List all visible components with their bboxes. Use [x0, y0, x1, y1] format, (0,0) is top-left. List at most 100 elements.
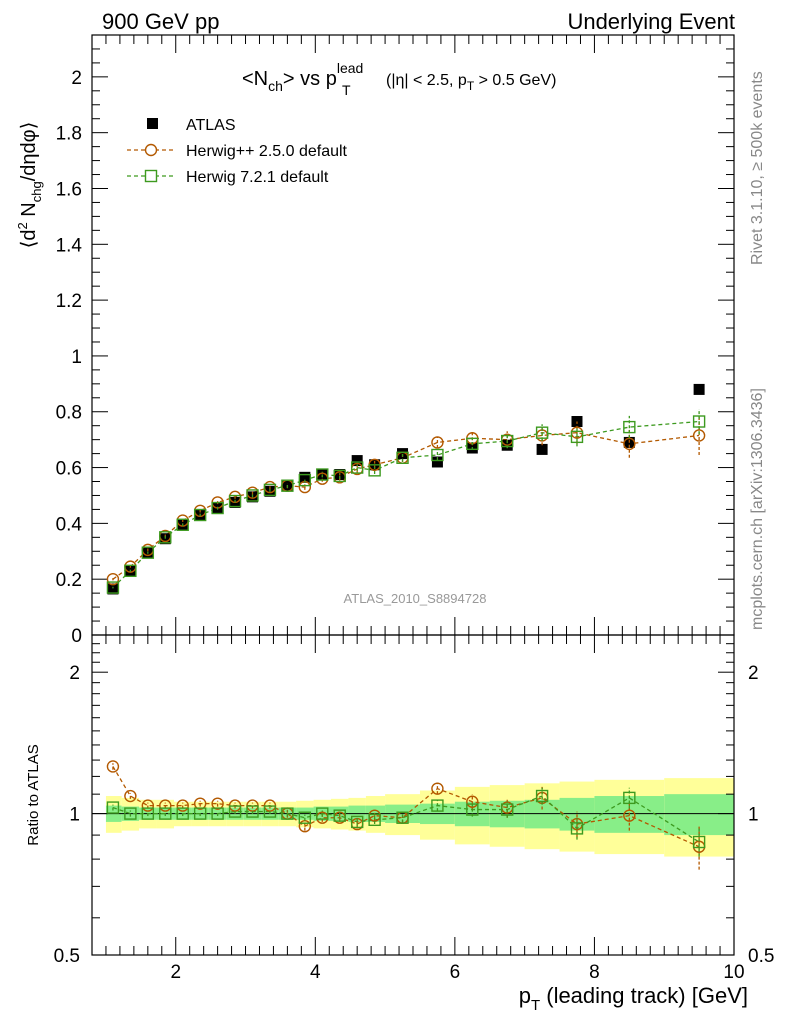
ratio-herwig7-point — [316, 807, 329, 820]
main-series-lines — [112, 420, 700, 589]
herwig7-point — [692, 415, 706, 428]
herwig7-point — [501, 434, 514, 448]
y-tick-label: 1.8 — [56, 124, 82, 145]
herwig7-point — [333, 469, 346, 483]
ratio-uncertainty-bands — [105, 778, 734, 857]
ratio-herwigpp-point — [431, 782, 444, 795]
y-tick-label: 1.2 — [56, 291, 82, 312]
herwig7-point — [466, 437, 479, 451]
ylabel-a: ⟨d — [18, 229, 40, 248]
title-cut1: (|η| < 2.5, p — [386, 72, 467, 89]
title-mid: > vs p — [283, 68, 337, 90]
herwig7-point — [124, 564, 137, 578]
ratio-herwigpp-point — [159, 799, 172, 812]
herwig7-point — [193, 508, 207, 522]
herwig7-point — [623, 420, 636, 434]
title-cut2: > 0.5 GeV) — [474, 72, 556, 89]
x-tick-label: 8 — [589, 962, 600, 983]
ratio-y-axis: 0.5 0.5 1 1 2 2 — [54, 643, 774, 967]
herwig7-point — [211, 501, 224, 515]
header-left: 900 GeV pp — [102, 9, 219, 34]
header-right: Underlying Event — [567, 9, 735, 34]
herwigpp-point — [692, 429, 706, 442]
legend-herwigpp-label: Herwig++ 2.5.0 default — [186, 143, 348, 160]
main-y-axis: 0 0.2 0.4 0.6 0.8 1 1.2 1.4 1.6 1.8 2 — [56, 48, 734, 647]
herwig7-point — [535, 426, 549, 439]
ratio-herwig7-point — [106, 801, 120, 814]
ratio-herwig7-point — [692, 835, 706, 849]
ratio-herwigpp-point — [124, 789, 137, 803]
ratio-herwigpp-point — [106, 760, 120, 773]
ratio-herwigpp-point — [211, 797, 224, 810]
ratio-herwig7-point — [535, 789, 549, 803]
y-tick-label: 1.6 — [56, 179, 82, 200]
atlas-point — [351, 455, 363, 467]
ratio-herwig7-point — [141, 807, 155, 820]
herwig7-point — [396, 451, 409, 464]
ratio-herwig7-point — [298, 811, 312, 824]
ratio-herwig7-point — [159, 807, 172, 820]
legend-atlas-marker — [147, 118, 158, 129]
atlas-point — [431, 456, 443, 468]
ylabel-sub: chg — [29, 181, 44, 202]
ratio-herwigpp-point — [623, 809, 636, 822]
ratio-herwig7-point — [466, 803, 479, 816]
ratio-y-tick-label-right: 0.5 — [748, 946, 774, 967]
ratio-y-label: Ratio to ATLAS — [25, 744, 42, 845]
y-tick-label: 0.8 — [56, 403, 82, 424]
herwig7-point — [368, 464, 381, 477]
ratio-herwig7-point — [176, 807, 189, 820]
ratio-herwigpp-point — [193, 797, 207, 810]
ratio-herwig7-point — [570, 822, 584, 835]
ratio-y-tick-label: 2 — [69, 663, 80, 684]
y-tick-label: 1.4 — [56, 235, 83, 256]
x-tick-label: 10 — [723, 962, 744, 983]
legend-herwigpp-marker — [144, 143, 158, 157]
herwig7-point — [350, 461, 364, 474]
ratio-y-tick-label: 0.5 — [54, 946, 80, 967]
herwig7-point — [141, 546, 155, 559]
y-tick-label: 0.2 — [56, 570, 82, 591]
xlabel-rest: (leading track) [GeV] — [540, 983, 748, 1008]
ratio-herwig7-point — [193, 807, 207, 820]
title-open: <N — [242, 68, 268, 90]
ratio-herwig7-point — [350, 815, 364, 829]
herwig7-point — [228, 494, 242, 508]
herwig7-point — [281, 479, 294, 492]
main-panel: 0 0.2 0.4 0.6 0.8 1 1.2 1.4 1.6 1.8 2 <Nch> vs ple… — [15, 34, 735, 647]
ratio-herwig7-point — [623, 791, 636, 805]
ratio-herwig7-point — [501, 803, 514, 816]
ratio-y-tick-label: 1 — [69, 805, 80, 826]
xlabel-p: p — [519, 983, 531, 1008]
herwigpp-point — [623, 437, 636, 451]
legend-herwig7-marker — [144, 169, 158, 183]
ratio-herwig7-point — [124, 807, 137, 820]
ratio-y-tick-label-right: 2 — [748, 663, 759, 684]
atlas-point — [107, 583, 119, 595]
main-markers — [106, 383, 706, 595]
ratio-herwig7-point — [333, 809, 346, 822]
ylabel-b: N — [18, 202, 40, 222]
ratio-herwig7-point — [263, 805, 277, 818]
herwigpp-point — [106, 572, 120, 586]
herwig7-point — [298, 473, 312, 487]
herwig7-point — [431, 448, 444, 462]
atlas-point — [536, 443, 548, 455]
herwigpp-point — [431, 436, 444, 449]
herwig7-point — [106, 581, 120, 594]
ylabel-sup: 2 — [15, 222, 30, 229]
herwig7-point — [316, 468, 329, 481]
ratio-herwig7-point — [228, 805, 242, 818]
ratio-herwigpp-point — [466, 795, 479, 808]
title-sub-ch: ch — [268, 78, 283, 94]
x-axis-label: pT (leading track) [GeV] — [519, 983, 748, 1014]
main-y-label: ⟨d2 Nchg/dηdφ⟩ — [15, 122, 44, 249]
y-tick-label: 1 — [71, 347, 82, 368]
ratio-herwigpp-point — [141, 799, 155, 812]
ratio-herwig7-point — [396, 811, 409, 824]
legend-herwig7-label: Herwig 7.2.1 default — [186, 169, 329, 186]
herwig7-point — [570, 430, 584, 444]
title-cut-sub: T — [467, 79, 475, 93]
y-tick-label: 0 — [71, 626, 82, 647]
analysis-watermark: ATLAS_2010_S8894728 — [344, 591, 487, 606]
